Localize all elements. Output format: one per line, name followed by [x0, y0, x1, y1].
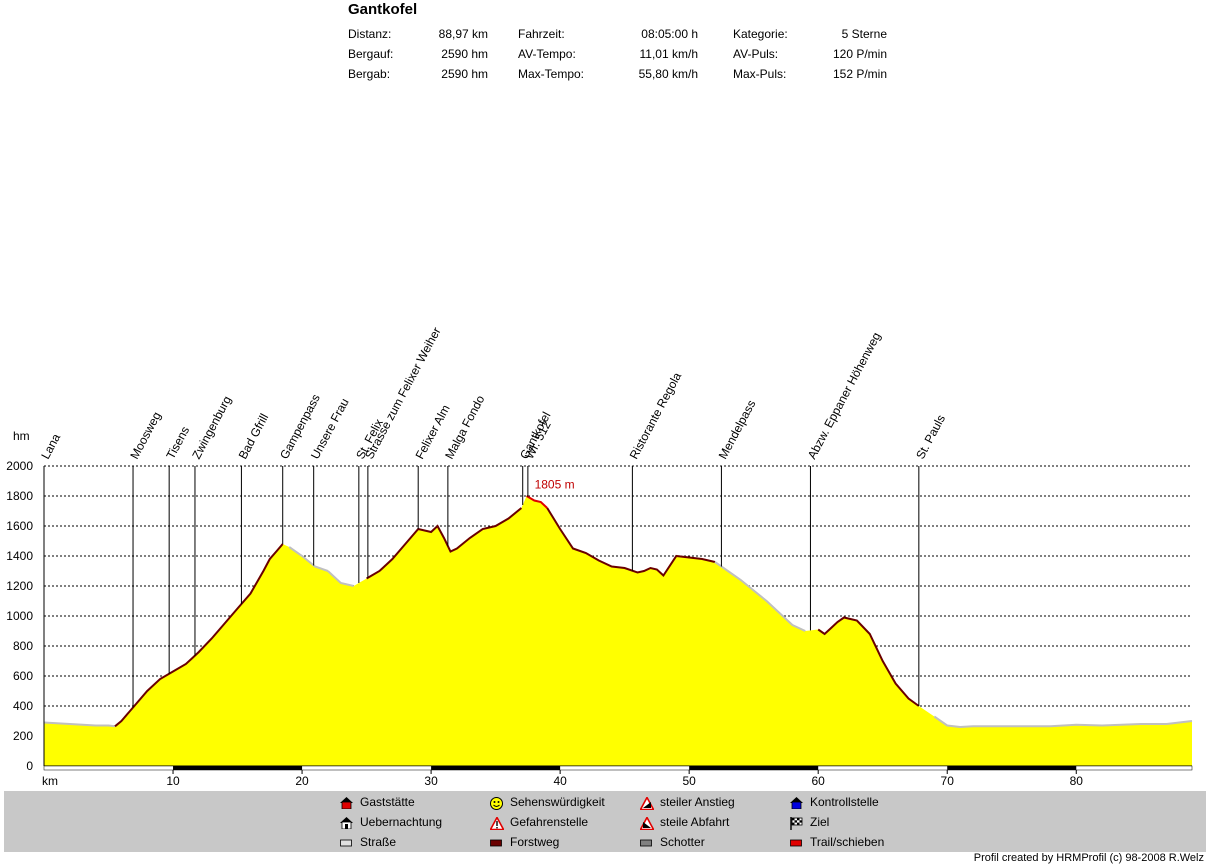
- elevation-line: [714, 561, 806, 632]
- page-title: Gantkofel: [348, 1, 418, 18]
- waypoint-label: Moosweg: [127, 409, 163, 461]
- max-elevation-label: 1805 m: [535, 477, 575, 491]
- x-scale-segment: [947, 766, 1077, 770]
- waypoint-label: Abzw. Eppaner Höhenweg: [805, 330, 884, 461]
- waypoint-label: Bad Gfrill: [236, 411, 272, 461]
- gravel-swatch-icon: [640, 837, 653, 849]
- stat-label: AV-Puls:: [733, 47, 779, 61]
- stat-label: AV-Tempo:: [518, 47, 576, 61]
- stat-value: 120 P/min: [832, 47, 887, 61]
- legend-label: Gaststätte: [360, 795, 415, 809]
- elevation-line: [43, 721, 116, 728]
- stat-label: Distanz:: [348, 27, 392, 41]
- house-red-icon: [340, 797, 353, 810]
- y-tick-label: 200: [13, 729, 33, 743]
- x-scale-segment: [689, 766, 819, 770]
- waypoint-label: Tisens: [163, 424, 192, 461]
- tent-icon: [340, 817, 353, 830]
- x-tick-label: 20: [295, 774, 309, 788]
- y-tick-label: 0: [26, 759, 33, 773]
- elevation-line: [526, 495, 548, 509]
- steep-climb-icon: [639, 795, 655, 811]
- stat-label: Max-Tempo:: [518, 67, 585, 81]
- checkpoint-house-icon: [790, 797, 803, 810]
- x-scale-segment: [173, 766, 303, 770]
- y-tick-label: 1600: [6, 519, 33, 533]
- legend-label: Forstweg: [510, 835, 560, 849]
- stat-value: 5 Sterne: [841, 27, 887, 41]
- legend-label: Gefahrenstelle: [510, 815, 589, 829]
- legend-label: Kontrollstelle: [810, 795, 879, 809]
- waypoint-label: Malga Fondo: [442, 393, 487, 462]
- elevation-line: [327, 570, 354, 587]
- y-tick-label: 600: [13, 669, 33, 683]
- waypoint-label: Zwingenburg: [189, 394, 234, 462]
- waypoint-label: Mendelpass: [716, 398, 759, 462]
- steep-descent-icon: [639, 815, 655, 831]
- stat-label: Max-Puls:: [733, 67, 787, 81]
- elevation-line: [114, 543, 284, 728]
- checkered-flag-icon: [790, 817, 803, 830]
- elevation-line: [366, 507, 523, 580]
- elevation-line: [933, 715, 1193, 729]
- stat-value: 88,97 km: [438, 27, 488, 41]
- stat-label: Kategorie:: [733, 27, 788, 41]
- legend-label: Trail/schieben: [810, 835, 885, 849]
- stat-value: 11,01 km/h: [639, 47, 698, 61]
- x-scale-segment: [431, 766, 561, 770]
- chart-axes: 0 200 400 600 800 1000 1200 1400 1600 1800 2000 hm k…: [6, 429, 1193, 788]
- warning-triangle-icon: [489, 815, 505, 831]
- legend-label: steiler Anstieg: [660, 795, 735, 809]
- x-tick-label: 40: [553, 774, 567, 788]
- y-tick-label: 1000: [6, 609, 33, 623]
- x-tick-label: 50: [682, 774, 696, 788]
- waypoint-label: St. Pauls: [913, 412, 948, 461]
- elevation-line: [546, 507, 716, 578]
- stat-value: 08:05:00 h: [641, 27, 698, 41]
- y-tick-label: 2000: [6, 459, 33, 473]
- y-tick-label: 1400: [6, 549, 33, 563]
- trail-swatch-icon: [790, 837, 803, 849]
- y-axis-label: hm: [13, 429, 30, 443]
- legend-label: Ziel: [810, 815, 830, 829]
- x-tick-label: 70: [941, 774, 955, 788]
- waypoint-label: Ristorante Regola: [627, 370, 685, 462]
- waypoint-label: Lana: [38, 431, 63, 461]
- legend-label: Straße: [360, 835, 397, 849]
- stat-value: 2590 hm: [441, 47, 488, 61]
- legend-panel: Gaststätte Uebernachtung Straße Sehenswürdi…: [4, 791, 1206, 852]
- stat-value: 2590 hm: [441, 67, 488, 81]
- x-tick-label: 60: [812, 774, 826, 788]
- elevation-line: [288, 546, 329, 572]
- road-swatch-icon: [340, 837, 353, 849]
- stat-label: Bergab:: [348, 67, 391, 81]
- stat-label: Fahrzeit:: [518, 27, 565, 41]
- elevation-line: [817, 616, 920, 707]
- y-tick-label: 400: [13, 699, 33, 713]
- chart-area: 1805 m: [43, 477, 1193, 766]
- credit-text: Profil created by HRMProfil (c) 98-2008 …: [973, 852, 1204, 864]
- y-tick-label: 1200: [6, 579, 33, 593]
- legend-label: Uebernachtung: [360, 815, 443, 829]
- stat-label: Bergauf:: [348, 47, 394, 61]
- legend-label: steile Abfahrt: [660, 815, 730, 829]
- x-tick-label: 80: [1070, 774, 1084, 788]
- y-tick-label: 800: [13, 639, 33, 653]
- stat-value: 55,80 km/h: [638, 67, 698, 81]
- x-tick-label: 10: [166, 774, 180, 788]
- forest-road-swatch-icon: [490, 837, 503, 849]
- stat-value: 152 P/min: [832, 67, 887, 81]
- x-axis-label: km: [42, 774, 58, 788]
- legend-label: Schotter: [660, 835, 705, 849]
- y-tick-label: 1800: [6, 489, 33, 503]
- x-tick-label: 30: [424, 774, 438, 788]
- legend-label: Sehenswürdigkeit: [510, 795, 605, 809]
- smiley-icon: [490, 797, 503, 810]
- x-scale-band: [43, 765, 1193, 771]
- elevation-area: [44, 496, 1192, 766]
